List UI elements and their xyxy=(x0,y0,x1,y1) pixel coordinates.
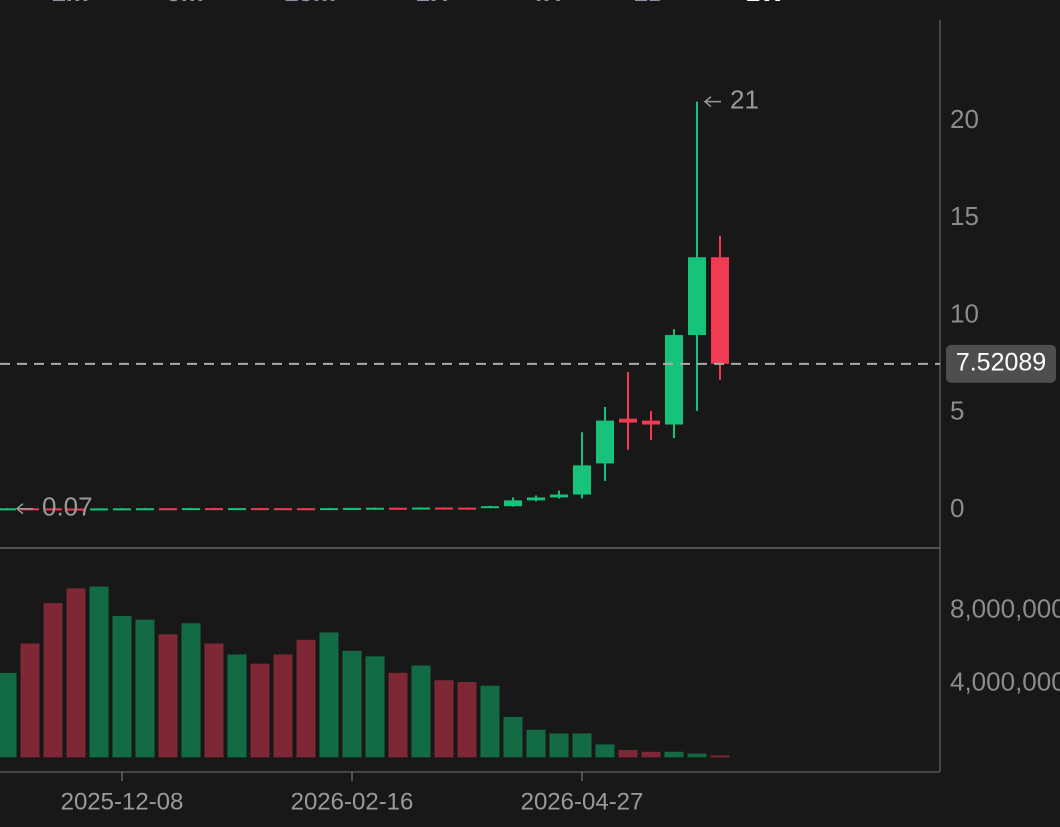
candle-body xyxy=(136,508,154,511)
candle-body xyxy=(688,257,706,336)
volume-bar xyxy=(181,623,201,758)
high-annotation: 21 xyxy=(730,85,759,115)
y-tick-label: 20 xyxy=(950,104,979,134)
candle-body xyxy=(711,257,729,364)
y-tick-label: 15 xyxy=(950,201,979,231)
candle-body xyxy=(297,508,315,511)
timeframe-tab[interactable]: 1D xyxy=(633,0,666,7)
volume-bar xyxy=(503,716,523,758)
candle-body xyxy=(458,507,476,510)
candle-body xyxy=(159,508,177,511)
volume-bar xyxy=(641,751,661,758)
volume-bar xyxy=(687,753,707,758)
arrow xyxy=(703,96,721,108)
candle-body xyxy=(228,508,246,511)
volume-bar xyxy=(434,680,454,758)
timeframe-tab[interactable]: 1W xyxy=(746,0,785,7)
volume-bar xyxy=(204,643,224,758)
y-tick-label: 0 xyxy=(950,493,964,523)
candle-body xyxy=(527,497,545,501)
volume-bar xyxy=(227,654,247,758)
volume-bar xyxy=(296,639,316,758)
volume-bar xyxy=(0,672,17,758)
y-tick-label: 5 xyxy=(950,396,964,426)
y-tick-label: 10 xyxy=(950,298,979,328)
candle-body xyxy=(274,508,292,511)
candle-body xyxy=(182,508,200,511)
timeframe-tab[interactable]: 1H xyxy=(415,0,448,7)
candle-body xyxy=(619,418,637,423)
last-price-box xyxy=(946,344,1056,383)
volume-bar xyxy=(20,643,40,758)
volume-bar xyxy=(411,665,431,758)
volume-bar xyxy=(664,751,684,758)
volume-bar xyxy=(457,682,477,758)
volume-bar xyxy=(135,619,155,758)
volume-bar xyxy=(250,663,270,758)
timeframe-tab[interactable]: 5m xyxy=(166,0,204,7)
candle-body xyxy=(550,494,568,498)
candle-body xyxy=(366,507,384,510)
candle-body xyxy=(665,335,683,425)
timeframe-tab[interactable]: 4H xyxy=(528,0,561,7)
volume-bar xyxy=(595,744,615,758)
volume-bar xyxy=(480,685,500,758)
candle-body xyxy=(504,500,522,507)
volume-bar xyxy=(342,650,362,758)
candle-body xyxy=(320,508,338,511)
volume-bar xyxy=(365,656,385,758)
volume-bar xyxy=(273,654,293,758)
volume-bar xyxy=(572,733,592,758)
candle-body xyxy=(596,420,614,464)
volume-tick-label: 8,000,000 xyxy=(950,593,1060,623)
candle-body xyxy=(205,508,223,511)
volume-tick-label: 4,000,000 xyxy=(950,667,1060,697)
candle-body xyxy=(90,508,108,511)
arrow xyxy=(15,503,33,515)
volume-bar xyxy=(549,733,569,758)
candle-body xyxy=(389,507,407,510)
candle-body xyxy=(251,508,269,511)
low-annotation: 0.07 xyxy=(42,492,93,522)
volume-bar xyxy=(710,755,730,758)
x-tick-label: 2026-04-27 xyxy=(521,788,644,815)
candle-body xyxy=(435,507,453,510)
volume-bar xyxy=(319,632,339,758)
candle-body xyxy=(412,507,430,510)
candle-body xyxy=(113,508,131,511)
candle-body xyxy=(343,507,361,510)
volume-bar xyxy=(158,634,178,758)
x-tick-label: 2026-02-16 xyxy=(291,788,414,815)
candle-body xyxy=(44,508,62,511)
candle-body xyxy=(642,420,660,425)
x-tick-label: 2025-12-08 xyxy=(61,788,184,815)
volume-bar xyxy=(89,586,109,758)
volume-bar xyxy=(526,729,546,758)
timeframe-tab[interactable]: 15m xyxy=(284,0,336,7)
candle-body xyxy=(0,508,16,511)
volume-bar xyxy=(618,749,638,758)
candle-body xyxy=(67,508,85,511)
volume-bar xyxy=(43,603,63,758)
candle-body xyxy=(573,465,591,495)
candle-body xyxy=(481,506,499,509)
timeframe-tab[interactable]: 1m xyxy=(51,0,89,7)
volume-bar xyxy=(66,588,86,758)
volume-bar xyxy=(112,615,132,758)
last-price-label: 7.52089 xyxy=(956,348,1046,376)
volume-bar xyxy=(388,672,408,758)
